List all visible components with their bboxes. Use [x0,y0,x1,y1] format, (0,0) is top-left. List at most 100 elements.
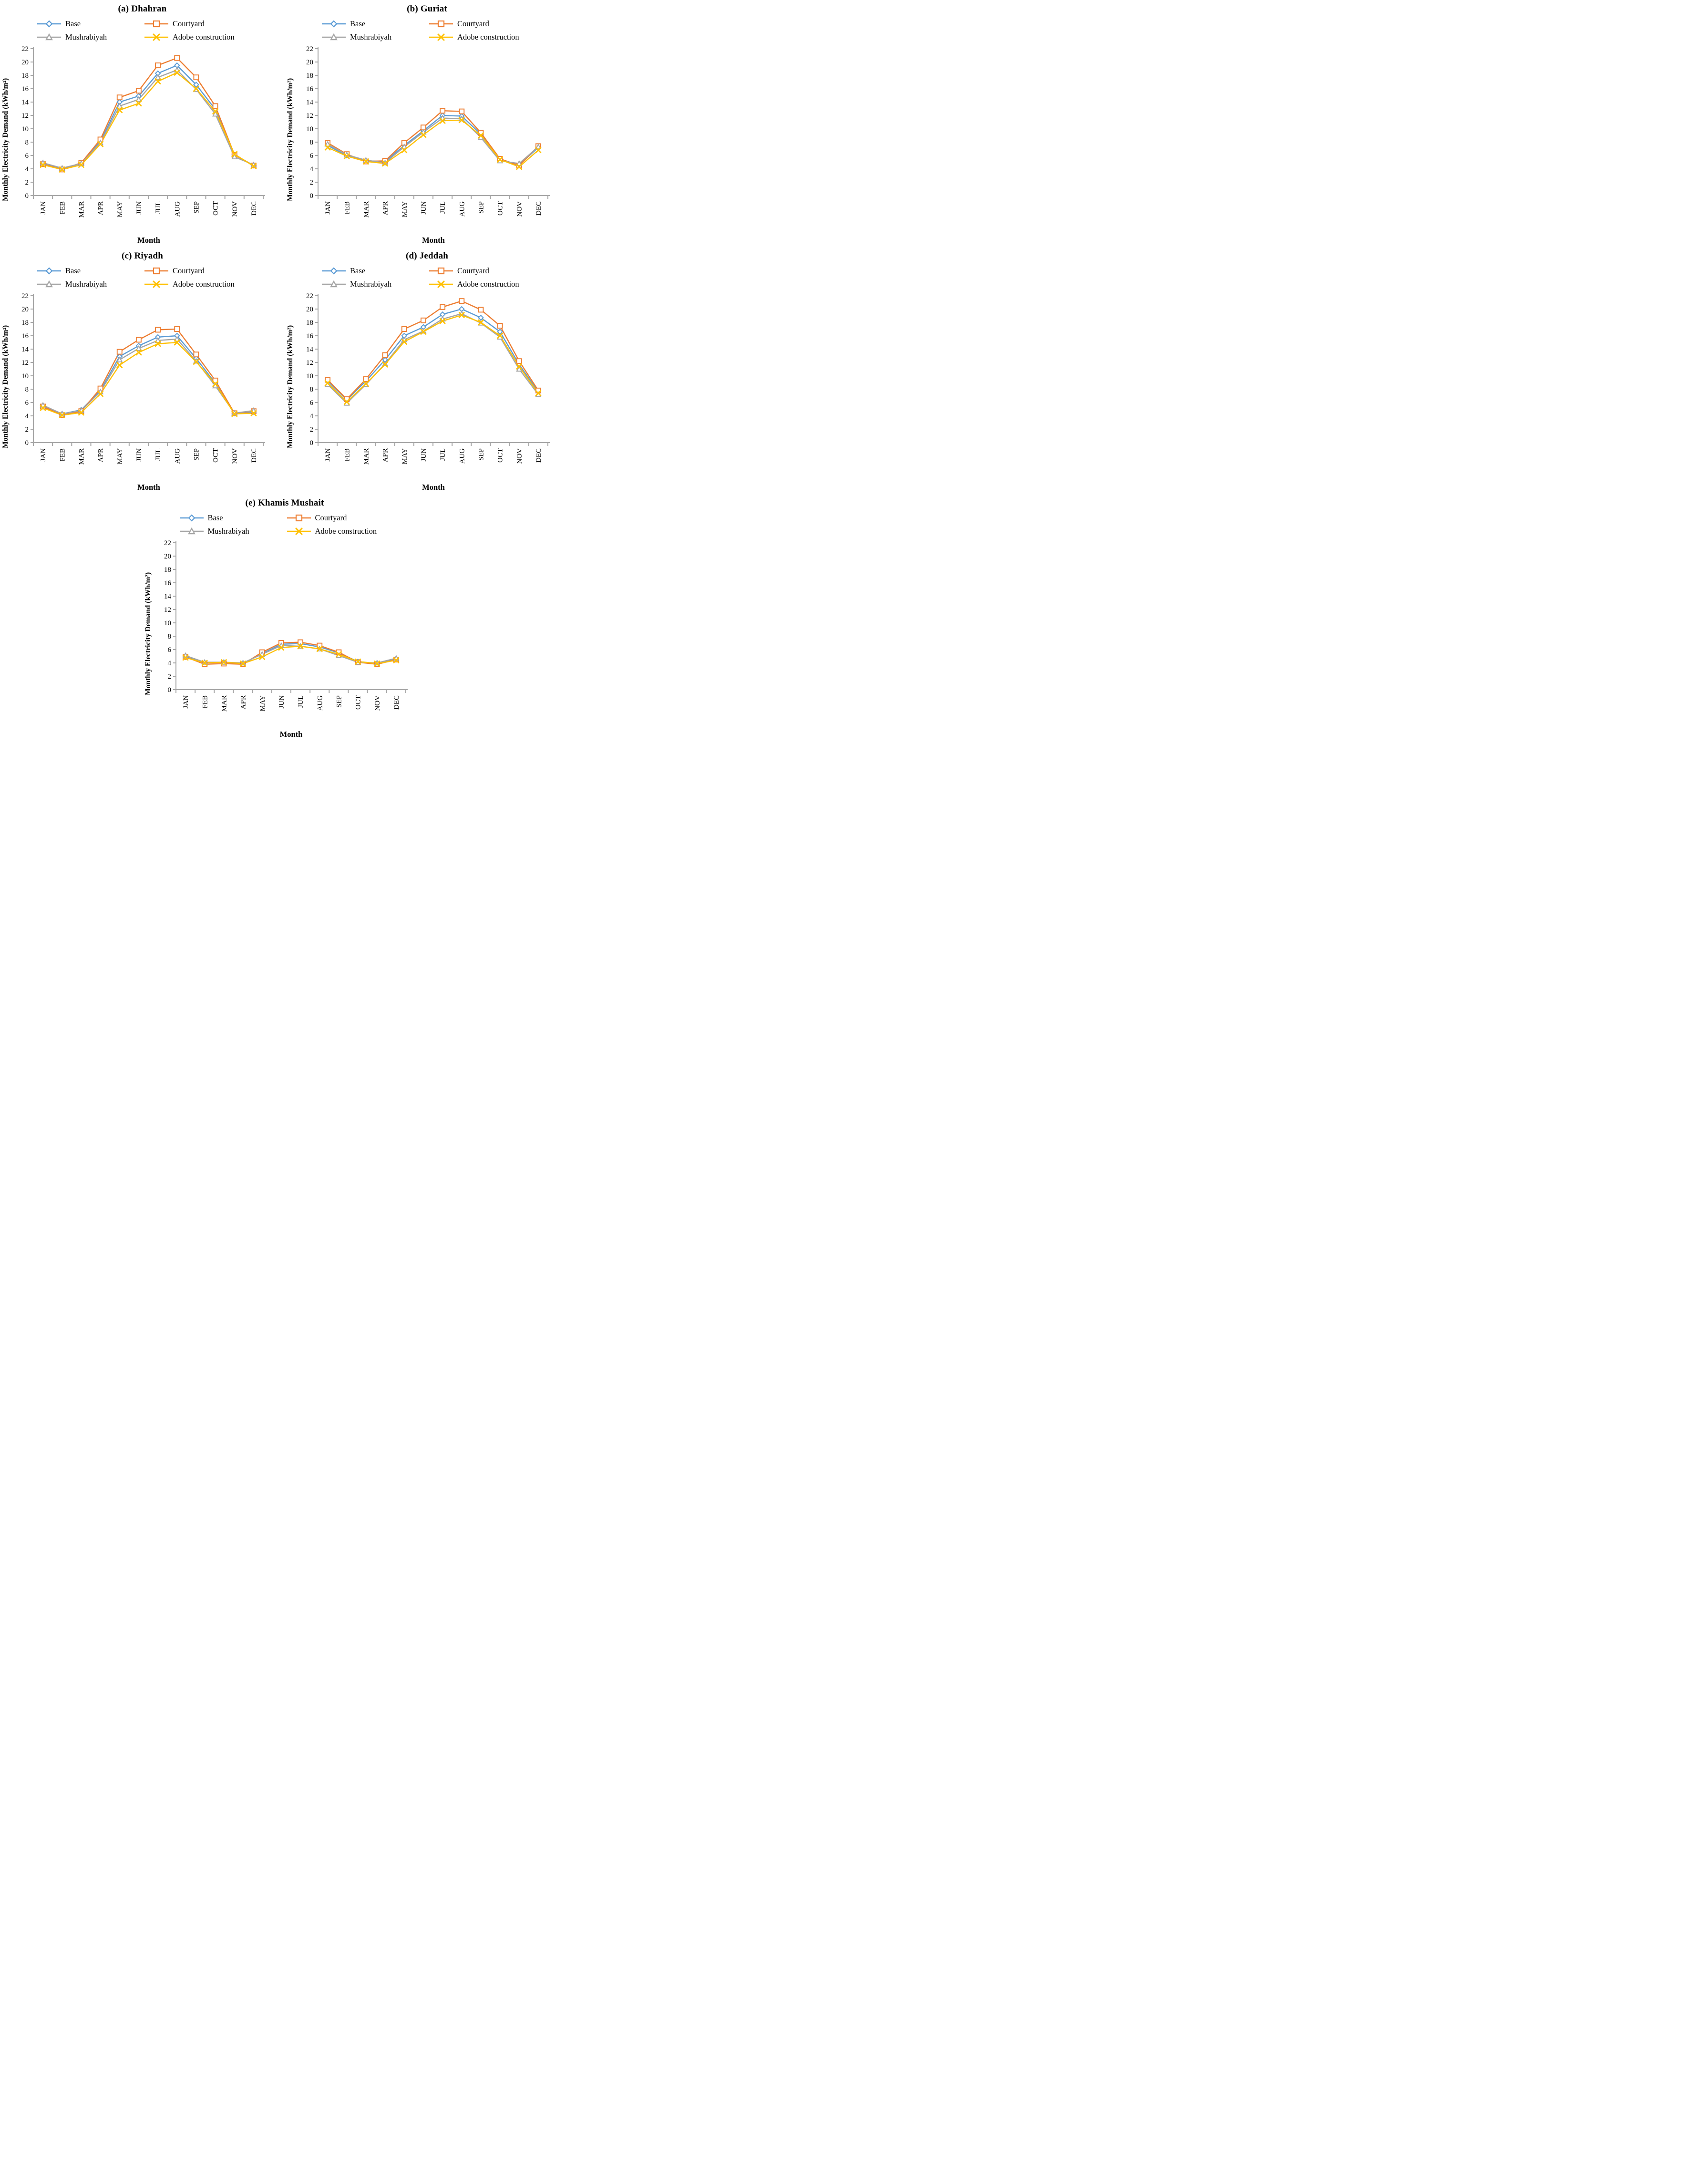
chart-legend: Base Courtyard Mushrabiyah Adobe constructi… [322,19,519,42]
svg-text:JUL: JUL [154,448,162,461]
x-marker-icon [516,164,523,170]
legend-label: Adobe construction [173,32,235,41]
diamond-marker-icon [330,267,338,275]
square-marker-icon [193,74,199,81]
x-marker-icon [343,153,350,159]
x-marker-icon [174,70,180,76]
svg-text:10: 10 [21,372,29,380]
x-marker-icon [193,85,199,92]
svg-text:20: 20 [306,306,313,313]
x-marker-icon [278,644,284,651]
chart-title: (a) Dhahran [118,4,167,14]
x-marker-icon [382,160,388,167]
svg-text:14: 14 [306,99,314,106]
square-marker-icon [116,94,123,101]
svg-text:8: 8 [310,139,314,146]
svg-text:FEB: FEB [343,201,351,215]
legend-swatch [322,33,346,41]
svg-text:12: 12 [164,606,171,614]
x-axis-label: Month [137,483,160,492]
svg-text:16: 16 [306,332,314,340]
square-marker-icon [153,20,160,28]
x-marker-icon [220,659,227,665]
legend-label: Courtyard [173,266,205,275]
x-marker-icon [239,661,246,667]
x-marker-icon [231,151,238,157]
square-marker-icon [478,307,484,313]
x-marker-icon [231,411,238,417]
svg-text:JUN: JUN [135,201,143,215]
legend-swatch [179,514,204,522]
svg-text:AUG: AUG [174,448,181,464]
legend-item-courtyard: Courtyard [287,513,377,523]
square-marker-icon [440,108,446,114]
svg-text:20: 20 [21,306,29,313]
svg-text:10: 10 [306,125,313,133]
legend-item-base: Base [179,513,287,523]
svg-text:14: 14 [21,346,29,353]
square-marker-icon [193,351,199,358]
svg-text:NOV: NOV [231,448,239,464]
square-marker-icon [153,267,160,275]
legend-item-mushrabiyah: Mushrabiyah [179,527,287,536]
svg-text:JUL: JUL [154,201,162,214]
x-marker-icon [135,100,142,107]
svg-text:14: 14 [164,593,172,600]
triangle-marker-icon [330,280,338,288]
square-marker-icon [459,298,465,304]
svg-text:0: 0 [25,439,29,447]
svg-text:APR: APR [382,201,390,215]
svg-text:APR: APR [382,448,390,462]
svg-text:OCT: OCT [497,448,504,463]
x-axis-label: Month [422,236,445,245]
svg-text:MAR: MAR [78,201,85,217]
legend-swatch [37,280,61,288]
svg-text:2: 2 [25,179,29,186]
svg-text:4: 4 [25,165,29,173]
chart-a-dhahran: (a) Dhahran Base Courtyard Mushrabiyah Adob… [0,1,285,248]
legend-label: Mushrabiyah [207,527,249,536]
svg-text:6: 6 [167,646,171,654]
svg-text:MAY: MAY [116,201,124,217]
x-marker-icon [437,280,445,288]
square-marker-icon [174,326,180,332]
svg-text:FEB: FEB [59,448,66,462]
square-marker-icon [116,349,123,355]
plot-row: Monthly Electricity Demand (kWh/m²) 0 2 4 6… [285,44,554,236]
svg-text:18: 18 [306,319,313,327]
svg-text:4: 4 [310,165,314,173]
svg-text:SEP: SEP [193,201,200,214]
svg-text:JAN: JAN [324,201,332,215]
svg-text:NOV: NOV [516,448,524,464]
svg-text:JUN: JUN [420,201,428,215]
svg-text:AUG: AUG [316,695,324,711]
x-marker-icon [401,339,408,345]
svg-text:JUN: JUN [420,448,428,462]
x-marker-icon [201,660,208,666]
chart-c-riyadh: (c) Riyadh Base Courtyard Mushrabiyah Adobe… [0,248,285,495]
legend-swatch [144,20,168,28]
svg-text:6: 6 [25,152,29,160]
triangle-marker-icon [154,74,161,80]
svg-text:DEC: DEC [250,201,258,216]
svg-text:16: 16 [164,579,172,587]
x-marker-icon [363,381,369,387]
svg-text:2: 2 [25,426,29,434]
svg-text:22: 22 [21,45,29,53]
triangle-marker-icon [516,160,523,166]
triangle-marker-icon [116,356,123,362]
svg-text:12: 12 [21,112,29,120]
svg-text:NOV: NOV [516,201,524,217]
x-marker-icon [324,144,331,151]
square-marker-icon [295,514,302,522]
triangle-marker-icon [135,96,142,102]
legend-item-mushrabiyah: Mushrabiyah [322,279,429,289]
svg-text:16: 16 [21,85,29,93]
svg-text:4: 4 [25,413,29,420]
legend-item-base: Base [322,266,429,276]
svg-text:6: 6 [25,399,29,407]
svg-text:OCT: OCT [497,201,504,216]
svg-text:MAY: MAY [401,201,409,217]
svg-text:OCT: OCT [354,695,362,710]
legend-label: Mushrabiyah [350,279,392,289]
